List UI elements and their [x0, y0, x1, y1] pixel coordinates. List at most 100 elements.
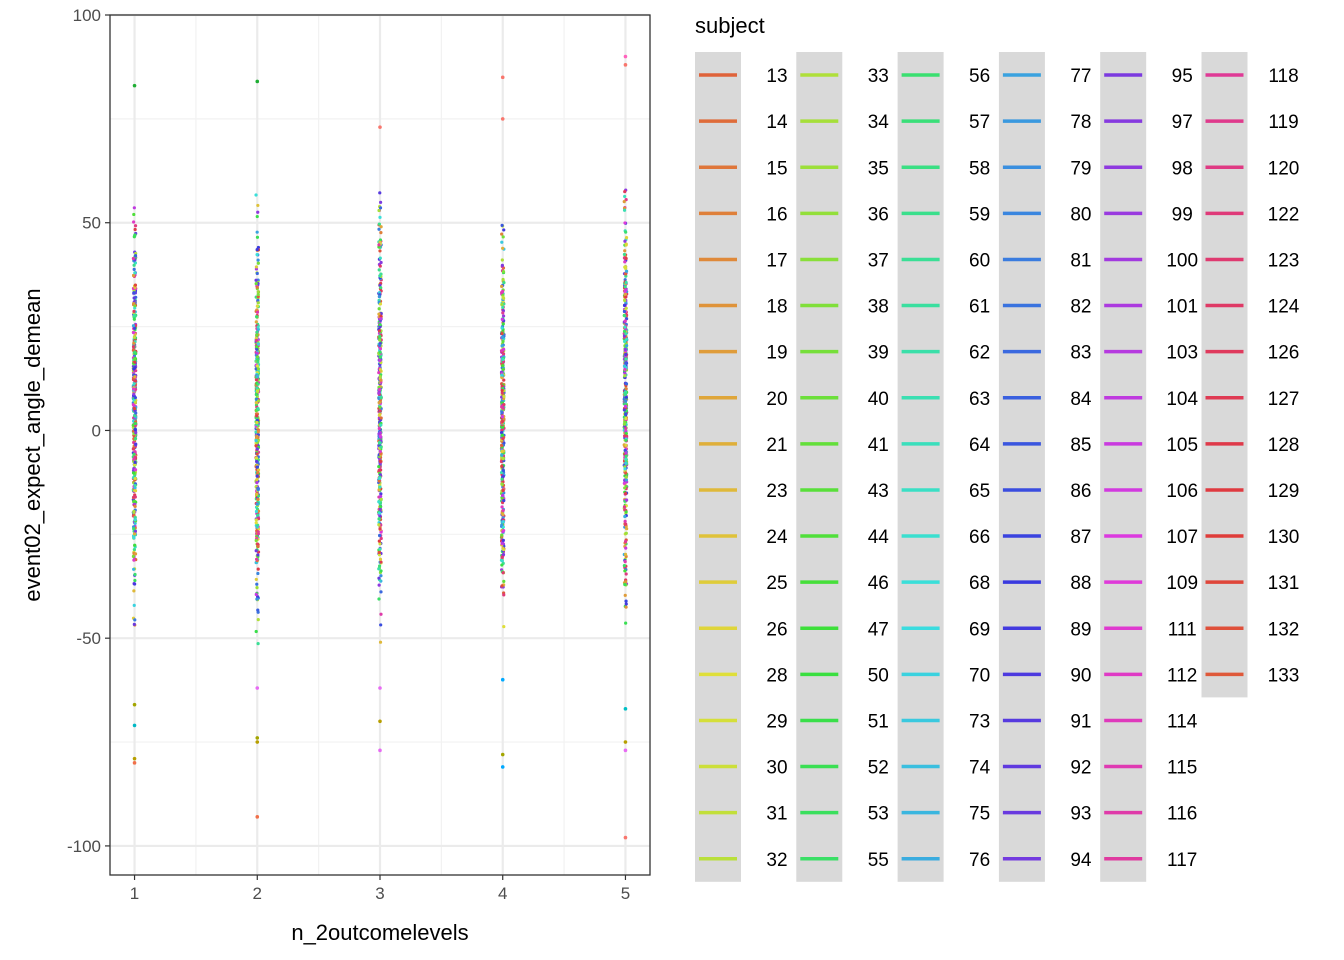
data-point	[377, 227, 381, 231]
data-point	[378, 274, 382, 278]
data-point	[379, 530, 383, 534]
data-point	[622, 200, 626, 204]
data-point	[624, 352, 628, 356]
legend: subject 13 14 15 16 17 18 19 20 21 23 24 25 26 28 29 30…	[695, 13, 1300, 882]
data-point	[254, 509, 259, 514]
legend-label: 101	[1166, 297, 1198, 318]
data-point	[132, 83, 137, 88]
data-point	[379, 492, 383, 496]
data-point	[379, 225, 383, 229]
legend-label: 36	[868, 204, 889, 225]
data-point	[623, 707, 628, 711]
data-point	[624, 382, 629, 386]
data-point	[623, 54, 628, 59]
data-point	[624, 230, 628, 234]
legend-label: 92	[1070, 758, 1091, 779]
legend-label: 118	[1268, 66, 1298, 87]
data-point	[255, 315, 259, 319]
data-point	[500, 410, 504, 414]
data-point	[377, 567, 381, 571]
data-point	[378, 125, 382, 129]
data-point	[379, 494, 383, 498]
legend-title: subject	[695, 13, 765, 38]
legend-label: 66	[969, 527, 990, 548]
data-point	[377, 307, 381, 311]
data-point	[378, 191, 382, 195]
legend-label: 64	[969, 435, 991, 456]
data-point	[254, 629, 258, 634]
data-point	[255, 253, 259, 257]
data-point	[502, 378, 506, 382]
data-point	[379, 396, 383, 400]
data-point	[623, 325, 627, 329]
legend-label: 99	[1172, 204, 1193, 225]
legend-label: 119	[1268, 112, 1298, 133]
data-point	[624, 580, 628, 584]
data-point	[623, 552, 628, 556]
data-point	[623, 298, 627, 303]
data-point	[133, 306, 137, 310]
legend-label: 17	[766, 250, 787, 271]
legend-label: 21	[766, 435, 787, 456]
data-point	[377, 550, 381, 555]
data-point	[256, 258, 260, 262]
data-point	[502, 528, 506, 533]
data-point	[256, 497, 260, 502]
legend-label: 31	[766, 804, 787, 825]
data-point	[622, 303, 627, 307]
data-point	[624, 399, 628, 403]
data-point	[377, 511, 382, 515]
data-point	[134, 411, 138, 415]
data-point	[133, 552, 138, 556]
data-point	[502, 281, 506, 285]
data-point	[133, 468, 138, 472]
legend-label: 85	[1070, 435, 1091, 456]
data-point	[500, 223, 504, 227]
data-point	[623, 265, 627, 269]
data-point	[255, 310, 260, 314]
data-point	[500, 493, 505, 498]
data-point	[377, 440, 382, 445]
data-point	[500, 477, 504, 481]
data-point	[500, 391, 504, 395]
legend-label: 80	[1070, 204, 1091, 225]
legend-label: 120	[1268, 158, 1300, 179]
data-point	[501, 314, 506, 318]
data-point	[254, 557, 259, 561]
data-point	[499, 470, 504, 475]
data-point	[256, 642, 260, 646]
y-tick-label: -100	[67, 837, 101, 856]
data-point	[623, 347, 627, 352]
legend-label: 51	[868, 711, 889, 732]
data-point	[254, 439, 258, 443]
legend-label: 43	[868, 481, 889, 502]
data-point	[624, 197, 628, 202]
data-point	[501, 425, 505, 429]
data-point	[254, 401, 258, 405]
data-point	[623, 239, 627, 243]
data-point	[377, 243, 381, 247]
legend-label: 93	[1070, 804, 1091, 825]
data-point	[624, 295, 628, 299]
data-point	[378, 338, 382, 342]
data-point	[377, 523, 381, 527]
data-point	[501, 520, 506, 524]
data-point	[379, 314, 383, 318]
data-point	[377, 553, 382, 557]
data-point	[256, 553, 260, 557]
data-point	[256, 261, 260, 265]
legend-key-background	[998, 52, 1045, 882]
data-point	[256, 325, 260, 329]
legend-key-background	[695, 52, 741, 882]
data-point	[254, 430, 258, 434]
legend-label: 60	[969, 250, 990, 271]
data-point	[624, 387, 628, 391]
data-point	[624, 269, 629, 273]
x-tick-label: 4	[498, 884, 507, 903]
data-point	[624, 426, 628, 430]
legend-label: 112	[1167, 665, 1197, 686]
data-point	[500, 523, 504, 527]
legend-label: 124	[1268, 297, 1300, 318]
data-point	[132, 313, 136, 318]
